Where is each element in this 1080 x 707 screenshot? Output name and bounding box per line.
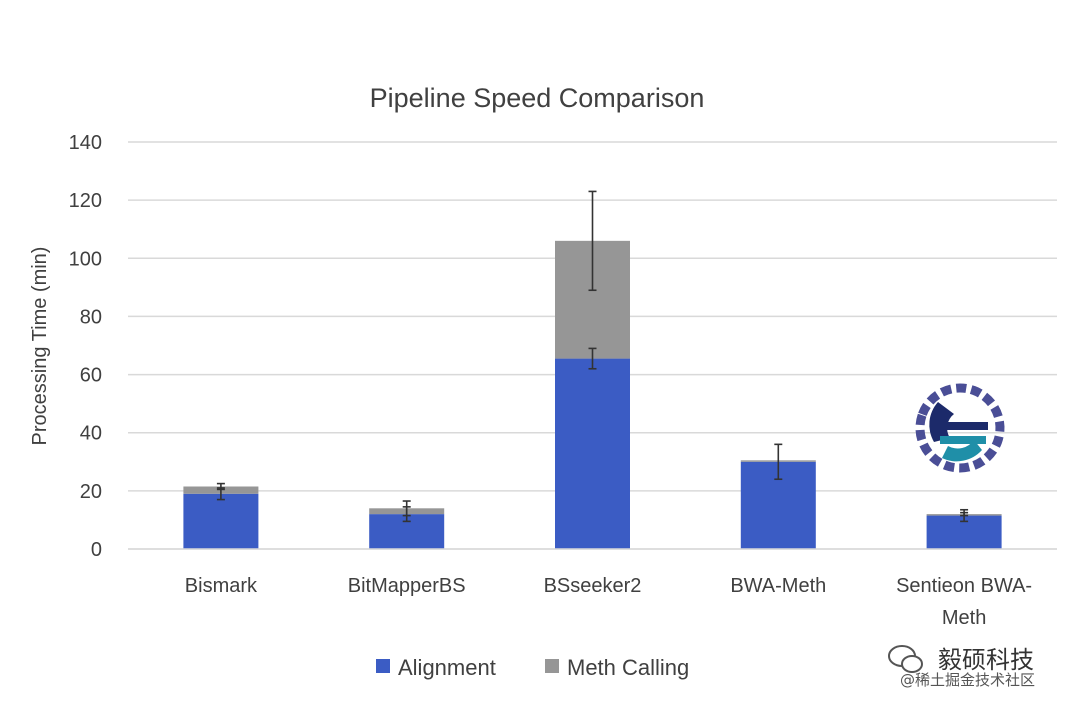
error-bar <box>960 511 969 517</box>
legend-label: Meth Calling <box>567 655 689 680</box>
y-tick-label: 120 <box>69 190 102 212</box>
bar-alignment <box>555 358 630 549</box>
sentieon-logo-icon <box>915 383 1005 473</box>
y-tick-label: 20 <box>80 481 102 503</box>
x-tick-label: Meth <box>942 607 986 629</box>
error-bar <box>402 500 411 517</box>
watermark-sub: @稀土掘金技术社区 <box>900 671 1035 689</box>
y-tick-label: 140 <box>69 132 102 154</box>
wechat-icon <box>888 645 923 673</box>
y-tick-label: 80 <box>80 306 102 328</box>
y-tick-label: 0 <box>91 539 102 561</box>
error-bars <box>216 190 969 523</box>
chart-title: Pipeline Speed Comparison <box>370 83 705 113</box>
x-tick-label: BitMapperBS <box>348 575 466 597</box>
x-tick-label: BSseeker2 <box>544 575 642 597</box>
bar-alignment <box>183 493 259 549</box>
y-axis-label: Processing Time (min) <box>29 247 51 446</box>
error-bar <box>588 190 597 292</box>
x-tick-label: Bismark <box>185 575 258 597</box>
legend-swatch <box>545 659 559 673</box>
legend-swatch <box>376 659 390 673</box>
y-tick-label: 40 <box>80 423 102 445</box>
legend-label: Alignment <box>398 655 496 680</box>
watermark-brand: 毅硕科技 <box>938 646 1034 674</box>
error-bar <box>216 482 225 491</box>
y-axis-ticks: 0 20 40 60 80 100 120 140 <box>69 132 102 561</box>
y-tick-label: 100 <box>69 248 102 270</box>
x-axis-labels: Bismark BitMapperBS BSseeker2 BWA-Meth Senti… <box>185 575 1032 629</box>
y-tick-label: 60 <box>80 365 102 387</box>
legend: Alignment Meth Calling <box>376 655 689 680</box>
x-tick-label: Sentieon BWA- <box>896 575 1032 597</box>
error-bar <box>774 443 783 481</box>
error-bar <box>588 347 597 370</box>
x-tick-label: BWA-Meth <box>730 575 826 597</box>
